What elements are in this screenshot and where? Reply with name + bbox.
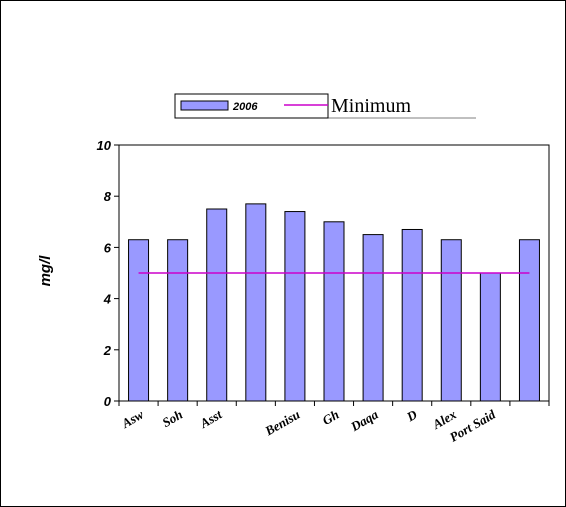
y-tick-label: 4 <box>103 292 112 307</box>
legend: 2006 Minimum <box>174 93 476 119</box>
y-tick-label: 8 <box>104 189 112 204</box>
y-tick-label: 10 <box>97 138 112 153</box>
x-category-label: D <box>403 406 420 424</box>
y-tick-label: 6 <box>104 240 112 255</box>
x-category-label: Port Said <box>447 406 498 444</box>
bar <box>401 228 423 402</box>
bar <box>518 239 540 402</box>
bar <box>284 211 306 402</box>
x-category-label: Benisu <box>261 407 302 439</box>
x-category-label: Gh <box>320 407 342 428</box>
y-tick-label: 0 <box>104 394 112 409</box>
x-category-label: Daqa <box>347 406 381 434</box>
x-category-label: Soh <box>159 407 185 430</box>
legend-swatch-2006 <box>180 100 229 111</box>
bar <box>440 239 462 402</box>
bar <box>206 208 228 402</box>
bar <box>245 203 267 402</box>
legend-label-minimum: Minimum <box>331 95 411 117</box>
bar <box>128 239 150 402</box>
bar <box>479 272 501 402</box>
y-tick-label: 2 <box>103 343 112 358</box>
x-category-label: Asw <box>118 406 146 431</box>
bar <box>362 234 384 402</box>
y-axis-label: mg/l <box>37 255 54 287</box>
bar <box>167 239 189 402</box>
x-category-label: Asst <box>196 406 224 431</box>
bar <box>323 221 345 402</box>
legend-label-2006: 2006 <box>232 101 258 113</box>
